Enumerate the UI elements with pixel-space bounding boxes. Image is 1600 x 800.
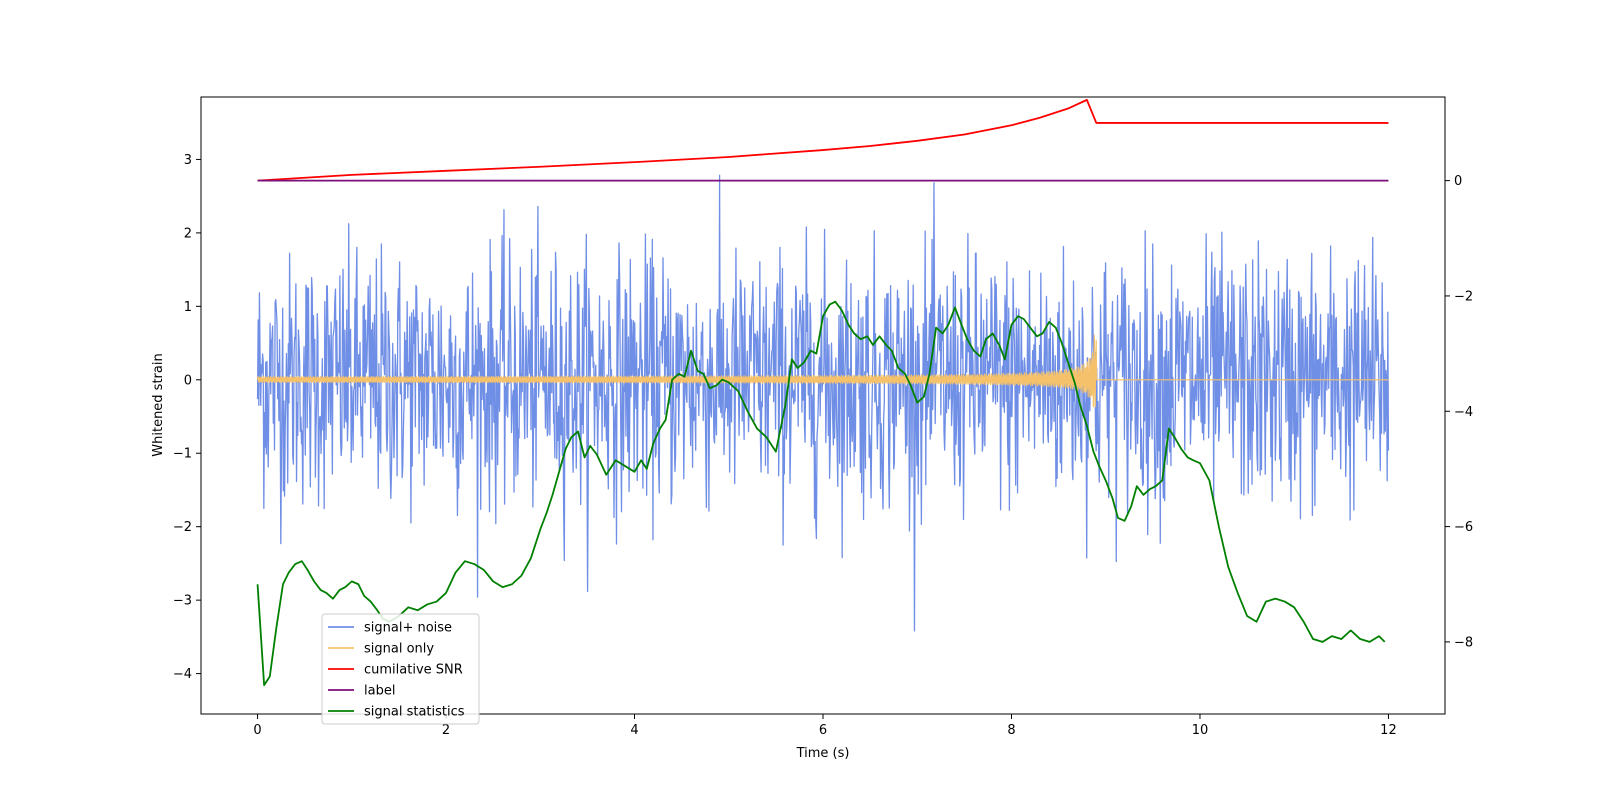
legend-entry-label: signal statistics [364,705,465,720]
y-tick-label: 3 [184,153,192,168]
y-tick-label: 1 [184,300,192,315]
x-tick-label: 0 [253,723,261,738]
x-tick-label: 10 [1192,723,1209,738]
y2-tick-label: 0 [1454,174,1462,189]
legend-box [321,613,480,725]
plot-layer [256,98,1390,687]
x-axis-label: Time (s) [796,746,850,761]
y-tick-label: −2 [173,520,192,535]
y-tick-label: −4 [173,667,192,682]
y-tick-label: 2 [184,226,192,241]
x-tick-label: 4 [630,723,638,738]
y2-tick-label: −2 [1454,289,1473,304]
legend-entry-label: cumilative SNR [364,663,463,678]
legend-entry-label: label [364,684,395,699]
legend-entry-label: signal only [364,642,434,657]
y2-tick-label: −8 [1454,635,1473,650]
x-tick-label: 2 [442,723,450,738]
y-tick-label: −3 [173,594,192,609]
y-tick-label: −1 [173,447,192,462]
legend-entry-label: signal+ noise [364,621,452,636]
y-tick-label: 0 [184,373,192,388]
y-axis-label: Whitened strain [151,353,166,456]
x-tick-label: 12 [1380,723,1397,738]
y2-tick-label: −4 [1454,405,1473,420]
series-signal-statistics-line [256,300,1386,687]
legend: signal+ noise signal only cumilative SNR la… [321,613,480,725]
series-cumulative-snr-line [257,98,1389,182]
series-signal-only-line [256,334,1389,408]
x-tick-label: 8 [1007,723,1015,738]
x-tick-label: 6 [819,723,827,738]
y2-tick-label: −6 [1454,520,1473,535]
